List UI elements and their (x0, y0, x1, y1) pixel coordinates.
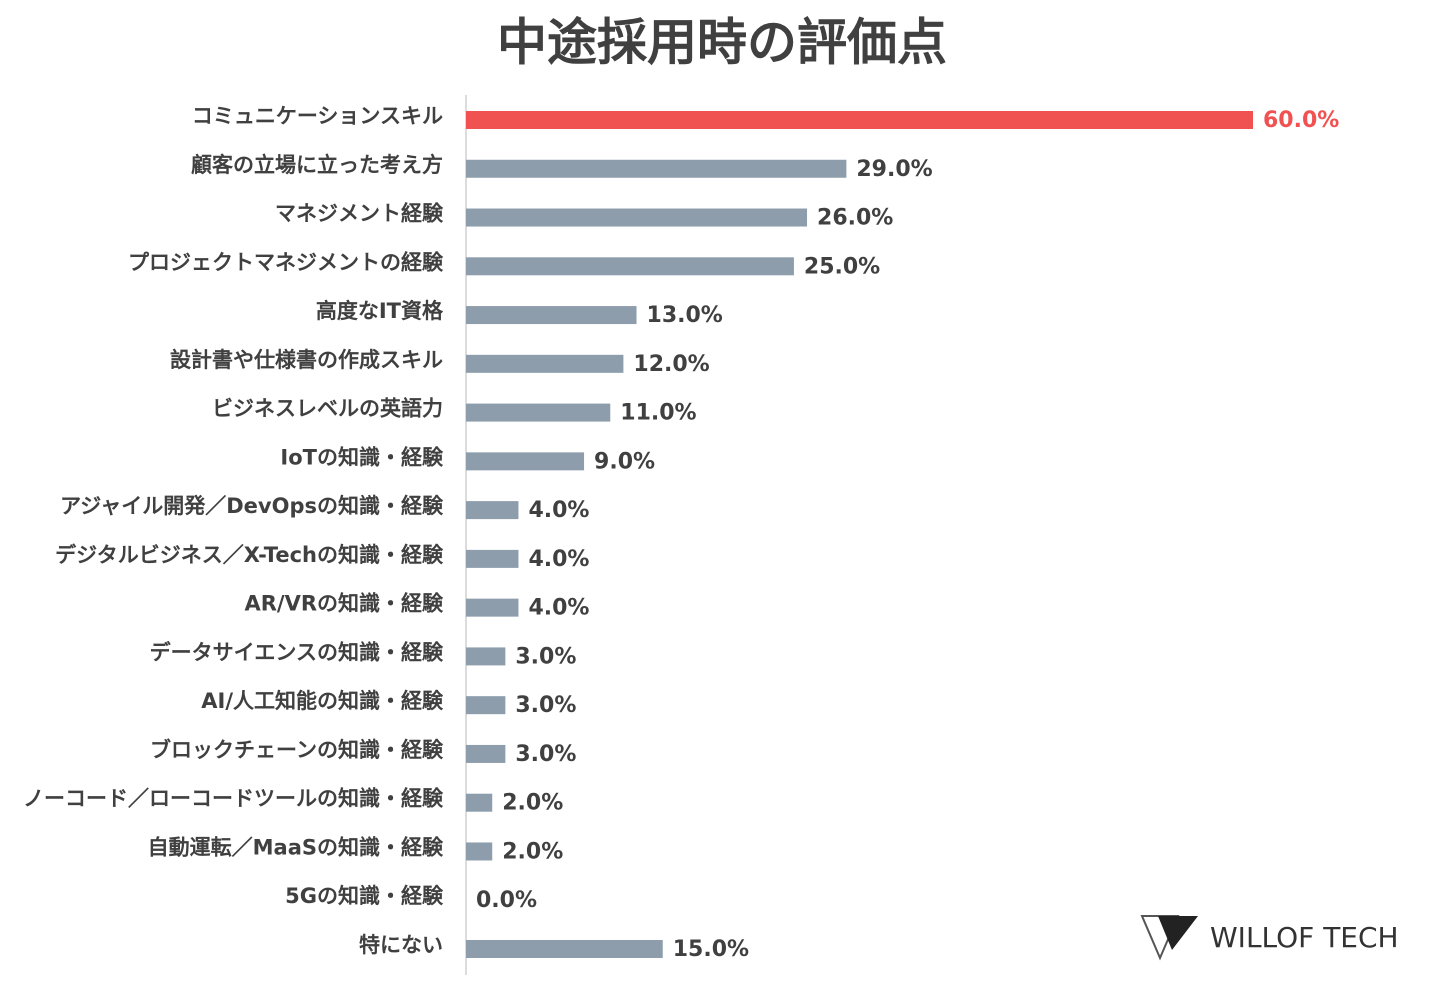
category-label: デジタルビジネス／X-Techの知識・経験 (55, 543, 444, 567)
category-label: 5Gの知識・経験 (285, 884, 444, 908)
value-label: 3.0% (515, 693, 576, 718)
category-label: マネジメント経験 (275, 202, 444, 226)
value-label: 11.0% (620, 401, 696, 426)
category-label: アジャイル開発／DevOpsの知識・経験 (60, 494, 444, 518)
value-label: 2.0% (502, 791, 563, 816)
category-label: IoTの知識・経験 (280, 445, 444, 469)
category-label: コミュニケーションスキル (192, 104, 443, 128)
logo: WILLOF TECH (1140, 915, 1399, 961)
value-label: 4.0% (528, 498, 589, 523)
bar (466, 549, 519, 568)
category-label: 顧客の立場に立った考え方 (191, 153, 443, 177)
category-label: ノーコード／ローコードツールの知識・経験 (23, 787, 444, 811)
category-label: 自動運転／MaaSの知識・経験 (148, 835, 444, 859)
value-label: 26.0% (817, 206, 893, 231)
category-label: ビジネスレベルの英語力 (212, 397, 443, 421)
value-label: 3.0% (515, 742, 576, 767)
value-label: 2.0% (502, 839, 563, 864)
category-label: AI/人工知能の知識・経験 (201, 689, 444, 713)
logo-icon (1158, 916, 1198, 950)
value-label: 4.0% (528, 596, 589, 621)
category-label: 設計書や仕様書の作成スキル (170, 348, 443, 372)
logo-text: WILLOF TECH (1210, 921, 1399, 954)
bar (466, 403, 611, 422)
category-label: プロジェクトマネジメントの経験 (128, 250, 444, 274)
chart-title: 中途採用時の評価点 (497, 14, 947, 72)
bar (466, 793, 493, 812)
value-label: 3.0% (515, 644, 576, 669)
value-label: 25.0% (804, 254, 880, 279)
bar (466, 208, 808, 227)
bar (466, 744, 506, 763)
bar (466, 598, 519, 617)
bar (466, 111, 1253, 129)
category-label: 特にない (359, 933, 443, 957)
bar (466, 940, 663, 958)
value-label: 60.0% (1263, 108, 1339, 133)
value-label: 12.0% (633, 352, 709, 377)
bar (466, 842, 493, 861)
bar (466, 452, 585, 471)
bar (466, 696, 506, 715)
value-label: 13.0% (647, 303, 723, 328)
bar (466, 647, 506, 666)
bar (466, 257, 794, 276)
value-label: 4.0% (528, 547, 589, 572)
bar (466, 159, 847, 178)
category-label: AR/VRの知識・経験 (244, 592, 444, 616)
category-label: 高度なIT資格 (316, 299, 444, 323)
value-label: 9.0% (594, 449, 655, 474)
category-label: データサイエンスの知識・経験 (150, 640, 444, 664)
value-label: 29.0% (856, 157, 932, 182)
value-label: 0.0% (476, 888, 537, 913)
category-label: ブロックチェーンの知識・経験 (150, 738, 444, 762)
value-label: 15.0% (673, 937, 749, 962)
bar (466, 306, 637, 325)
bar (466, 354, 624, 373)
bar (466, 501, 519, 520)
